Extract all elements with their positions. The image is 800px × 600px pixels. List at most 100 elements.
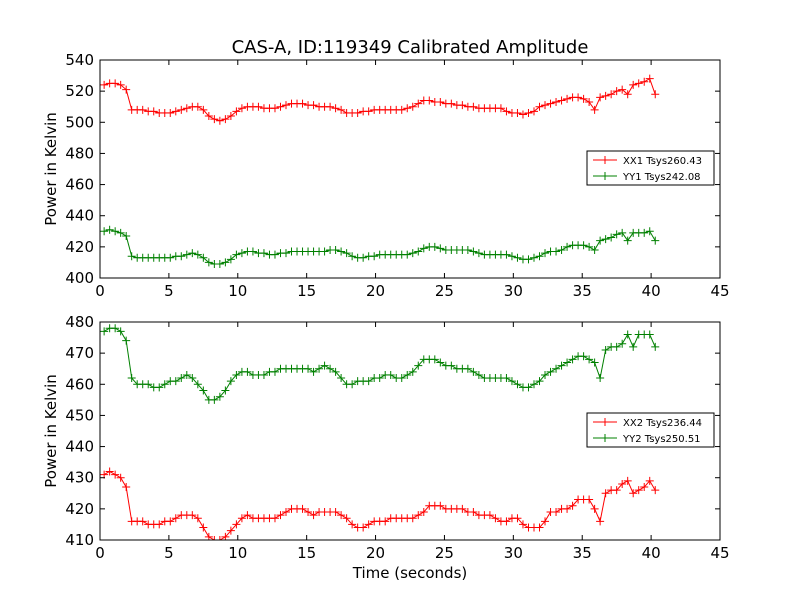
bottom-data-point (304, 507, 313, 516)
top-y-tick-label: 540 (65, 51, 94, 69)
top-data-point (612, 87, 621, 96)
top-data-point (430, 242, 439, 251)
top-data-point (348, 252, 357, 261)
bottom-data-point (513, 514, 522, 523)
top-data-point (204, 112, 213, 121)
top-data-point (254, 102, 263, 111)
bottom-data-point (403, 370, 412, 379)
top-data-point (408, 102, 417, 111)
bottom-data-point (188, 511, 197, 520)
top-data-point (342, 249, 351, 258)
top-data-point (640, 228, 649, 237)
top-legend-box (586, 150, 715, 186)
top-data-point (623, 90, 632, 99)
bottom-data-point (623, 330, 632, 339)
top-data-point (601, 235, 610, 244)
top-data-point (518, 110, 527, 119)
bottom-data-point (645, 330, 654, 339)
top-data-point (607, 90, 616, 99)
top-data-point (447, 99, 456, 108)
bottom-data-point (381, 517, 390, 526)
bottom-data-point (596, 374, 605, 383)
top-data-point (541, 101, 550, 110)
top-data-point (612, 230, 621, 239)
top-data-point (204, 258, 213, 267)
top-y-tick-label: 480 (65, 144, 94, 162)
top-data-point (474, 249, 483, 258)
bottom-data-point (518, 520, 527, 529)
bottom-data-point (469, 367, 478, 376)
top-series-markers-1 (100, 74, 660, 125)
top-data-point (640, 77, 649, 86)
top-data-point (552, 247, 561, 256)
top-data-point (623, 236, 632, 245)
top-data-point (585, 98, 594, 107)
bottom-data-point (502, 517, 511, 526)
top-data-point (419, 244, 428, 253)
top-data-point (248, 247, 257, 256)
top-data-point (469, 102, 478, 111)
bottom-data-point (612, 486, 621, 495)
bottom-data-point (304, 364, 313, 373)
top-data-point (601, 91, 610, 100)
bottom-data-point (221, 386, 230, 395)
bottom-data-point (270, 514, 279, 523)
bottom-data-point (259, 370, 268, 379)
top-y-tick-label: 440 (65, 207, 94, 225)
top-data-point (436, 244, 445, 253)
bottom-data-point (552, 364, 561, 373)
bottom-data-point (408, 367, 417, 376)
bottom-data-point (155, 383, 164, 392)
bottom-data-point (199, 523, 208, 532)
top-y-axis-label: Power in Kelvin (42, 112, 60, 226)
top-data-point (574, 93, 583, 102)
bottom-data-point (502, 374, 511, 383)
bottom-data-point (645, 476, 654, 485)
top-data-point (199, 253, 208, 262)
bottom-data-point (122, 336, 131, 345)
top-data-point (111, 79, 120, 88)
bottom-data-point (563, 504, 572, 513)
bottom-y-tick-label: 450 (65, 406, 94, 424)
bottom-data-point (320, 361, 329, 370)
top-data-point (282, 249, 290, 258)
bottom-data-point (171, 514, 180, 523)
top-data-point (590, 245, 599, 254)
bottom-data-point (193, 380, 202, 389)
bottom-panel: 0 5 10 15 20 25 30 35 40 45 410 420 430 440 450 460 470 4… (42, 313, 730, 582)
bottom-data-point (629, 342, 638, 351)
bottom-data-point (585, 495, 594, 504)
top-data-point (414, 247, 423, 256)
top-x-tick-label: 20 (366, 282, 385, 300)
top-data-point (403, 250, 412, 259)
top-data-point (629, 80, 638, 89)
bottom-data-point (215, 536, 224, 540)
bottom-y-tick-label: 480 (65, 313, 94, 331)
bottom-data-point (111, 470, 120, 479)
top-data-point (651, 90, 660, 99)
top-axes-frame (99, 59, 721, 279)
top-data-point (221, 258, 230, 267)
top-data-point (353, 108, 362, 117)
bottom-x-tick-label: 45 (710, 544, 729, 562)
top-data-point (337, 247, 346, 256)
bottom-legend: XX2 Tsys236.44 YY2 Tsys250.51 (586, 412, 715, 448)
bottom-data-point (513, 380, 522, 389)
top-data-point (557, 96, 566, 105)
bottom-data-point (337, 511, 346, 520)
top-data-point (149, 107, 158, 116)
top-data-point (645, 227, 654, 236)
top-data-point (237, 249, 246, 258)
top-data-point (122, 85, 131, 94)
top-y-tick-label: 500 (65, 113, 94, 131)
top-x-tick-label: 5 (164, 282, 174, 300)
top-data-point (535, 102, 544, 111)
top-x-tick-label: 15 (297, 282, 316, 300)
top-data-point (535, 252, 544, 261)
bottom-data-point (601, 346, 610, 355)
top-data-point (193, 250, 202, 259)
top-data-point (596, 93, 605, 102)
bottom-data-point (210, 536, 219, 540)
bottom-data-point (612, 342, 621, 351)
top-data-point (557, 245, 566, 254)
